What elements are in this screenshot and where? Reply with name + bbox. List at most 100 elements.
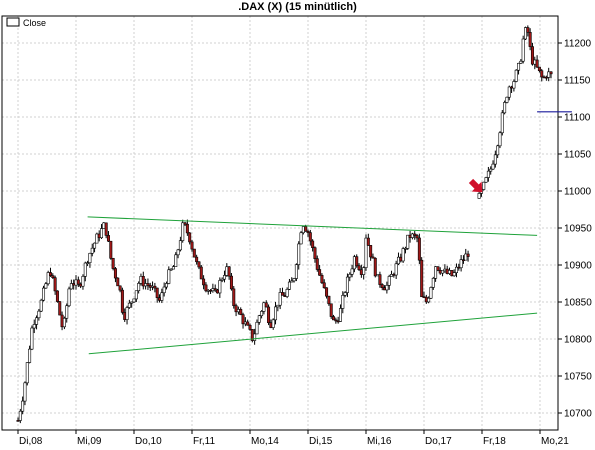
candle-body bbox=[315, 258, 319, 270]
candle-body bbox=[371, 256, 375, 259]
candle-body bbox=[239, 309, 243, 315]
candle-body bbox=[67, 288, 71, 307]
candle-body bbox=[222, 275, 226, 280]
candle-body bbox=[264, 302, 268, 308]
candle-body bbox=[65, 305, 69, 319]
candle-body bbox=[441, 270, 445, 274]
candle-body bbox=[308, 232, 312, 242]
candle-body bbox=[18, 410, 22, 421]
candle-body bbox=[127, 302, 131, 308]
candle-body bbox=[459, 259, 463, 269]
candle-body bbox=[491, 163, 495, 170]
candle-body bbox=[503, 102, 507, 114]
candle-body bbox=[53, 277, 57, 292]
candle-body bbox=[429, 287, 433, 299]
candle-body bbox=[500, 112, 504, 134]
candle-body bbox=[185, 223, 189, 234]
candle-body bbox=[549, 71, 553, 75]
y-tick-label: 10900 bbox=[564, 261, 592, 272]
candle-body bbox=[48, 272, 52, 276]
candle-body bbox=[232, 288, 236, 306]
candle-body bbox=[514, 69, 518, 82]
candle-body bbox=[111, 257, 115, 269]
candle-body bbox=[486, 170, 490, 178]
y-tick-label: 10750 bbox=[564, 372, 592, 383]
candle-body bbox=[350, 268, 354, 275]
trend-line bbox=[88, 312, 538, 355]
candle-body bbox=[299, 232, 303, 245]
candle-body bbox=[176, 249, 180, 256]
candle-body bbox=[325, 287, 329, 297]
candle-body bbox=[104, 222, 108, 236]
candle-body bbox=[86, 262, 90, 265]
x-tick-label: Do,10 bbox=[135, 436, 162, 447]
x-tick-label: Fr,18 bbox=[483, 436, 506, 447]
candle-body bbox=[44, 283, 48, 289]
x-tick-label: Di,08 bbox=[19, 436, 43, 447]
candle-body bbox=[332, 316, 336, 321]
candle-body bbox=[431, 278, 435, 288]
candle-body bbox=[369, 245, 373, 258]
candle-body bbox=[521, 38, 525, 62]
candle-body bbox=[477, 193, 481, 199]
candle-body bbox=[320, 274, 324, 284]
y-tick-label: 11200 bbox=[564, 39, 592, 50]
candle-body bbox=[125, 307, 129, 320]
candle-body bbox=[213, 288, 217, 291]
candle-body bbox=[507, 86, 511, 98]
candle-body bbox=[327, 295, 331, 305]
candle-body bbox=[39, 299, 43, 312]
candle-body bbox=[271, 319, 275, 328]
y-tick-label: 11100 bbox=[564, 113, 591, 124]
candle-body bbox=[42, 287, 46, 301]
candle-body bbox=[190, 241, 194, 250]
candle-body bbox=[403, 248, 407, 250]
candle-body bbox=[366, 237, 370, 246]
candle-body bbox=[153, 285, 157, 289]
candle-body bbox=[505, 96, 509, 103]
candle-body bbox=[454, 266, 458, 274]
candle-body bbox=[523, 27, 527, 40]
candle-body bbox=[345, 276, 349, 293]
candle-body bbox=[116, 277, 120, 287]
candle-body bbox=[192, 248, 196, 258]
candle-body bbox=[55, 290, 59, 302]
candle-body bbox=[16, 420, 20, 422]
legend-swatch bbox=[6, 17, 20, 27]
candle-body bbox=[21, 400, 25, 412]
candle-body bbox=[255, 321, 259, 335]
candle-body bbox=[322, 282, 326, 289]
candle-body bbox=[436, 266, 440, 271]
x-tick-label: Fr,11 bbox=[193, 436, 215, 447]
candle-body bbox=[25, 362, 29, 384]
candle-body bbox=[169, 268, 173, 271]
candle-body bbox=[385, 285, 389, 291]
candle-body bbox=[32, 324, 36, 329]
candle-body bbox=[130, 301, 134, 304]
candle-body bbox=[292, 278, 296, 282]
candle-body bbox=[174, 254, 178, 267]
x-tick-label: Mi,09 bbox=[77, 436, 102, 447]
candle-body bbox=[164, 283, 168, 288]
y-tick-label: 11050 bbox=[564, 150, 592, 161]
candle-body bbox=[420, 259, 424, 298]
candle-body bbox=[69, 283, 73, 290]
candle-body bbox=[287, 281, 291, 290]
candle-body bbox=[95, 233, 99, 244]
candle-body bbox=[526, 27, 530, 33]
candle-body bbox=[241, 314, 245, 325]
candle-body bbox=[155, 287, 159, 298]
candle-body bbox=[355, 256, 359, 267]
candle-body bbox=[199, 266, 203, 280]
candle-body bbox=[195, 256, 199, 263]
candle-body bbox=[294, 264, 298, 279]
y-tick-label: 10850 bbox=[564, 298, 592, 309]
candle-body bbox=[496, 145, 500, 156]
candle-body bbox=[183, 222, 187, 225]
candle-body bbox=[464, 253, 468, 261]
candle-body bbox=[343, 292, 347, 296]
candle-body bbox=[30, 327, 34, 350]
candle-body bbox=[276, 304, 280, 308]
candle-body bbox=[113, 268, 117, 279]
x-tick-label: Do,17 bbox=[425, 436, 452, 447]
